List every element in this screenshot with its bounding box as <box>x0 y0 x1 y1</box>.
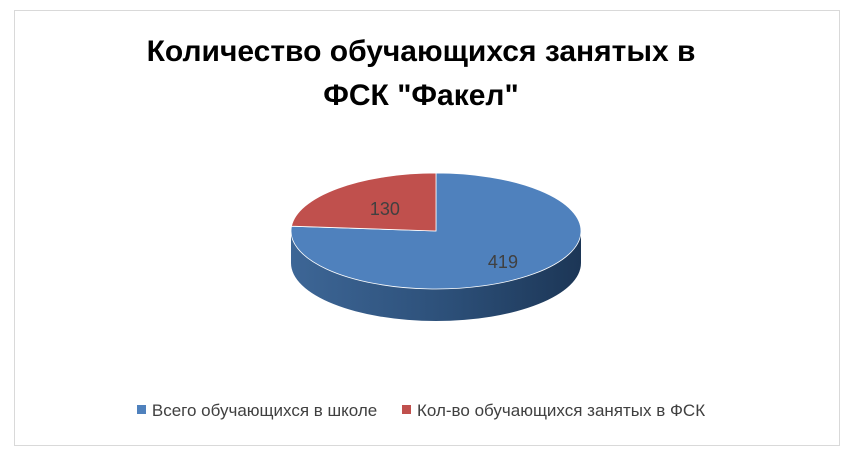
legend-item-fsk: Кол-во обучающихся занятых в ФСК <box>401 401 706 421</box>
legend-label-fsk: Кол-во обучающихся занятых в ФСК <box>416 401 706 420</box>
legend-label-school: Всего обучающихся в школе <box>151 401 378 420</box>
chart-title-line-2: ФСК "Факел" <box>323 79 519 112</box>
data-label-school: 419 <box>488 252 518 272</box>
data-label-fsk: 130 <box>370 199 400 219</box>
legend-swatch-fsk <box>401 405 411 414</box>
chart-title-line-1: Количество обучающихся занятых в <box>146 35 696 68</box>
pie-side-wall <box>291 231 581 321</box>
legend-swatch-school <box>136 405 146 414</box>
legend-item-school: Всего обучающихся в школе <box>136 401 378 421</box>
legend: Всего обучающихся в школе Кол-во обучающ… <box>0 401 842 421</box>
chart-title: Количество обучающихся занятых в ФСК "Фа… <box>0 30 842 118</box>
pie-slice-fsk <box>291 172 437 232</box>
